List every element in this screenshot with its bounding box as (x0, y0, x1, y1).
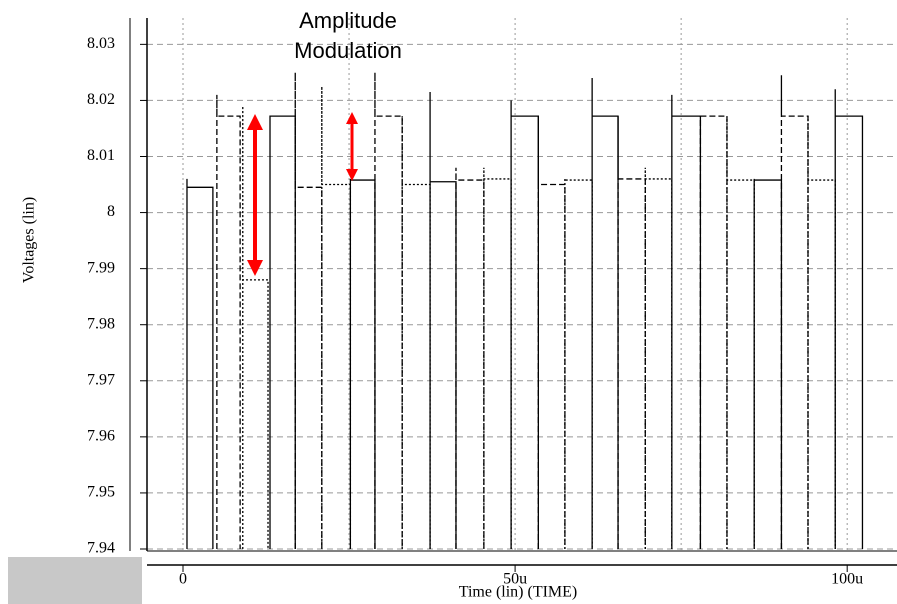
annotation: Modulation (294, 38, 402, 63)
pulse (753, 178, 783, 549)
pulse (216, 94, 241, 549)
y-axis-label: Voltages (lin) (21, 197, 38, 283)
pulse (349, 178, 376, 549)
y-tick-label: 7.95 (87, 484, 115, 501)
pulse (834, 89, 864, 549)
y-tick-label: 8.01 (87, 147, 115, 164)
pulse (242, 106, 269, 549)
pulse (617, 116, 646, 549)
x-tick-label: 0 (179, 571, 187, 588)
pulse (644, 167, 673, 549)
y-tick-label: 7.94 (87, 540, 115, 557)
pulse (564, 178, 593, 549)
pulse (269, 115, 296, 549)
pulse (780, 75, 809, 549)
annotation: Amplitude (299, 8, 397, 33)
pulse (699, 115, 728, 549)
arrows (247, 112, 358, 276)
y-tick-label: 8 (107, 203, 115, 220)
pulse (455, 167, 485, 549)
y-tick-label: 8.02 (87, 91, 115, 108)
pulse (374, 72, 403, 549)
x-axis-label: Time (lin) (TIME) (459, 584, 578, 601)
pulse (483, 167, 512, 549)
y-tick-label: 7.98 (87, 315, 115, 332)
y-tick-label: 7.96 (87, 428, 115, 445)
y-tick-label: 7.99 (87, 259, 115, 276)
corner-box (8, 557, 142, 604)
pulse (429, 92, 457, 549)
plot-area (147, 18, 897, 551)
y-tick-label: 8.03 (87, 35, 115, 52)
y-tick-label: 7.97 (87, 371, 115, 388)
pulse (807, 116, 836, 549)
pulse (726, 116, 755, 549)
pulse (537, 116, 566, 549)
pulse (186, 178, 214, 549)
pulse (401, 116, 431, 549)
pulse (321, 86, 352, 549)
x-tick-label: 100u (831, 571, 863, 588)
pulse (591, 77, 619, 549)
x-tick-label: 50u (503, 571, 527, 588)
pulse (294, 72, 323, 549)
pulse (671, 94, 702, 549)
